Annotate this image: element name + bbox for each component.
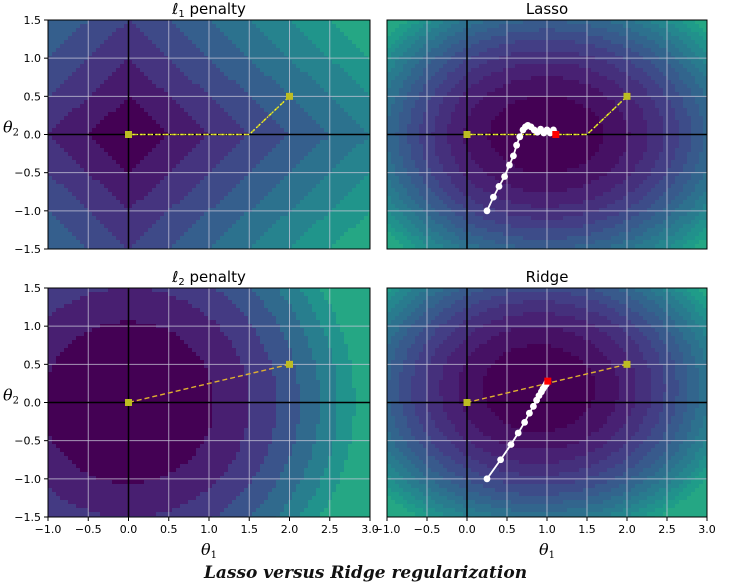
x-tick-label: −1.0	[374, 523, 401, 536]
y-tick-label: 1.5	[24, 14, 42, 27]
figure-caption: Lasso versus Ridge regularization	[203, 563, 528, 583]
origin-marker	[125, 399, 132, 406]
descent-path-point	[530, 402, 537, 410]
y-tick-label: 0.5	[24, 90, 42, 103]
origin-marker	[125, 131, 132, 138]
y-tick-label: −0.5	[14, 435, 41, 448]
x-tick-label: 3.0	[361, 523, 379, 536]
y-tick-label: −1.5	[14, 511, 41, 524]
origin-marker	[463, 399, 471, 406]
guide-line	[128, 95, 291, 136]
contour-fill	[48, 20, 370, 249]
x-tick-label: 1.5	[241, 523, 259, 536]
descent-path-point	[483, 207, 491, 215]
y-axis-label: θ2	[3, 118, 19, 139]
start-marker	[623, 92, 631, 100]
descent-path-point	[526, 409, 533, 417]
panel-title: ℓ1 penalty	[171, 0, 246, 20]
x-tick-label: 0.0	[458, 523, 476, 536]
plot-frame	[386, 19, 708, 250]
x-tick-label: 1.0	[200, 523, 218, 536]
x-tick-label: 2.5	[321, 523, 339, 536]
x-axis-label: θ1	[539, 540, 555, 561]
origin-marker	[463, 131, 471, 138]
descent-path-point	[501, 173, 508, 180]
descent-path-point	[516, 133, 524, 141]
y-axis-label: θ2	[3, 386, 19, 407]
y-tick-label: 1.0	[24, 320, 42, 333]
panel-1: ℓ1 penalty −1.5 −1.0 −0.5 0.0 0.5 1.0 1.5 θ2	[3, 0, 371, 256]
x-tick-label: −0.5	[414, 523, 441, 536]
start-marker	[286, 360, 293, 368]
start-marker	[623, 360, 631, 368]
y-tick-label: −1.0	[14, 473, 41, 486]
y-tick-label: −1.5	[14, 243, 41, 256]
panel-title: ℓ2 penalty	[171, 268, 246, 288]
descent-path-point	[497, 456, 504, 464]
panel-title: Ridge	[526, 268, 569, 286]
y-tick-label: 0.0	[24, 129, 42, 142]
descent-path-point	[495, 183, 503, 190]
descent-path-point	[514, 429, 522, 437]
x-tick-label: 2.0	[618, 523, 636, 536]
panel-4: Ridge −1.0 −0.5 0.0 0.5 1.0 1.5 2.0 2.5 3.0 θ1	[374, 268, 716, 561]
x-tick-label: 0.5	[160, 523, 178, 536]
x-tick-label: 2.5	[658, 523, 676, 536]
x-tick-label: 2.0	[281, 523, 299, 536]
x-tick-label: 3.0	[698, 523, 716, 536]
y-tick-label: 0.0	[24, 397, 42, 410]
descent-path-point	[513, 141, 520, 149]
x-tick-label: 1.0	[538, 523, 556, 536]
y-tick-label: 0.5	[24, 358, 42, 371]
contour-fill	[48, 288, 370, 517]
panel-title: Lasso	[526, 0, 568, 18]
panel-2: Lasso	[386, 0, 708, 250]
descent-path-point	[490, 193, 497, 201]
x-tick-label: 1.5	[578, 523, 596, 536]
guide-line	[128, 363, 290, 404]
descent-path-point	[507, 441, 515, 448]
x-tick-label: 0.0	[120, 523, 138, 536]
x-tick-label: −0.5	[75, 523, 102, 536]
descent-path-point	[510, 152, 517, 160]
optimum-marker	[544, 377, 552, 385]
descent-path-point	[483, 475, 491, 483]
y-tick-label: 1.5	[24, 282, 42, 295]
y-tick-label: −0.5	[14, 167, 41, 180]
x-axis-label: θ1	[201, 540, 217, 561]
regularization-figure: ℓ1 penalty−1.5−1.0−0.50.00.51.01.5θ2Lass…	[3, 0, 716, 561]
y-tick-label: −1.0	[14, 205, 41, 218]
x-tick-label: −1.0	[35, 523, 62, 536]
x-tick-label: 0.5	[498, 523, 516, 536]
panel-3: ℓ2 penalty−1.5−1.0−0.50.00.51.01.5−1.0 −0…	[3, 268, 379, 561]
start-marker	[286, 92, 293, 100]
descent-path-point	[521, 418, 528, 426]
optimum-marker	[552, 131, 560, 138]
descent-path-point	[506, 161, 513, 169]
guide-line	[467, 95, 628, 136]
y-tick-label: 1.0	[24, 52, 42, 65]
